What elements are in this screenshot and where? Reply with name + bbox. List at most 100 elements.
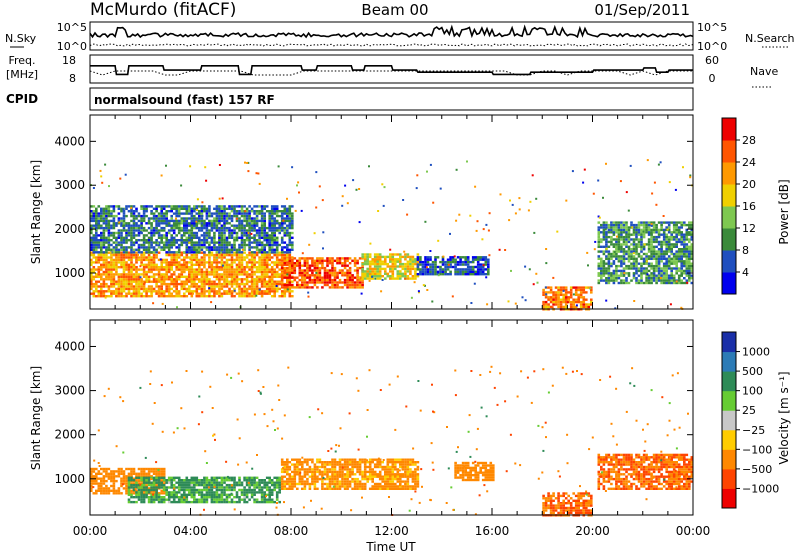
power-echo-cell — [600, 272, 603, 274]
power-echo-cell — [301, 274, 304, 276]
power-echo-cell — [434, 271, 437, 273]
power-echo-cell — [620, 265, 623, 267]
power-echo-cell — [115, 215, 118, 217]
power-echo-cell — [680, 270, 683, 272]
velocity-echo-cell — [130, 486, 133, 488]
power-echo-cell — [233, 273, 236, 275]
power-echo-cell — [650, 277, 653, 279]
power-echo-cell — [201, 278, 204, 280]
power-echo-cell — [477, 220, 479, 222]
power-echo-cell — [216, 210, 219, 212]
power-echo-cell — [125, 256, 128, 258]
power-echo-cell — [188, 242, 190, 244]
power-echo-cell — [191, 261, 194, 263]
power-echo-cell — [291, 262, 294, 264]
power-echo-cell — [143, 210, 146, 212]
power-echo-cell — [93, 276, 96, 278]
power-echo-cell — [95, 208, 98, 210]
velocity-echo-cell — [128, 482, 131, 484]
power-echo-cell — [138, 278, 141, 280]
power-echo-cell — [361, 253, 364, 255]
power-echo-cell — [186, 205, 189, 207]
power-echo-cell — [203, 271, 206, 273]
power-echo-cell — [341, 281, 344, 283]
power-echo-cell — [376, 270, 379, 272]
power-echo-cell — [158, 229, 161, 231]
power-echo-cell — [186, 232, 189, 234]
power-echo-cell — [181, 205, 184, 207]
power-echo-cell — [170, 244, 173, 246]
power-echo-cell — [125, 249, 128, 251]
power-echo-cell — [263, 276, 266, 278]
power-echo-cell — [311, 265, 314, 267]
power-echo-cell — [223, 225, 226, 227]
power-echo-cell — [183, 232, 186, 234]
power-echo-cell — [613, 234, 616, 236]
power-echo-cell — [603, 260, 606, 262]
power-echo-cell — [113, 281, 116, 283]
power-echo-cell — [276, 285, 278, 287]
power-echo-cell — [228, 281, 231, 283]
power-echo-cell — [660, 241, 663, 243]
power-echo-cell — [125, 222, 128, 224]
power-echo-cell — [103, 271, 106, 273]
power-echo-cell — [133, 264, 136, 266]
power-echo-cell — [183, 217, 186, 219]
power-echo-cell — [603, 263, 606, 265]
power-echo-cell — [485, 268, 488, 270]
power-echo-cell — [485, 224, 487, 226]
power-echo-cell — [130, 278, 133, 280]
power-echo-cell — [108, 225, 111, 227]
power-echo-cell — [266, 205, 269, 207]
power-echo-cell — [673, 253, 676, 255]
power-echo-cell — [369, 268, 372, 270]
power-echo-cell — [610, 226, 613, 228]
power-echo-cell — [178, 244, 181, 246]
power-echo-cell — [680, 275, 683, 277]
power-echo-cell — [103, 220, 106, 222]
power-echo-cell — [688, 265, 691, 267]
power-echo-cell — [103, 254, 106, 256]
power-echo-cell — [301, 279, 304, 281]
power-echo-cell — [608, 246, 611, 248]
power-echo-cell — [170, 251, 173, 253]
power-echo-cell — [284, 269, 287, 271]
power-echo-cell — [675, 238, 678, 240]
power-echo-cell — [562, 299, 565, 301]
power-echo-cell — [668, 250, 671, 252]
power-echo-cell — [165, 288, 168, 290]
power-echo-cell — [213, 293, 216, 295]
power-echo-cell — [243, 268, 246, 270]
power-echo-cell — [655, 258, 658, 260]
power-echo-cell — [284, 254, 287, 256]
power-echo-cell — [153, 266, 156, 268]
power-echo-cell — [140, 283, 143, 285]
power-echo-cell — [683, 282, 686, 284]
power-echo-cell — [201, 215, 203, 217]
power-echo-cell — [271, 249, 274, 251]
power-echo-cell — [135, 285, 138, 287]
power-echo-cell — [248, 281, 251, 283]
power-echo-cell — [238, 210, 241, 212]
power-echo-cell — [429, 266, 432, 268]
velocity-echo-cell — [165, 489, 168, 491]
power-echo-cell — [379, 270, 382, 272]
power-echo-cell — [567, 301, 569, 303]
power-echo-cell — [653, 231, 656, 233]
power-echo-cell — [605, 279, 608, 281]
power-echo-cell — [150, 264, 153, 266]
power-echo-cell — [618, 224, 621, 226]
power-echo-cell — [120, 241, 123, 243]
power-echo-cell — [545, 296, 548, 298]
power-echo-cell — [95, 237, 98, 239]
power-echo-cell — [211, 254, 214, 256]
power-echo-cell — [268, 271, 271, 273]
power-echo-cell — [158, 205, 161, 207]
velocity-echo-cell — [105, 480, 108, 482]
power-echo-cell — [261, 208, 264, 210]
power-echo-cell — [590, 299, 593, 301]
power-echo-cell — [268, 278, 271, 280]
power-echo-cell — [663, 275, 666, 277]
power-echo-cell — [640, 241, 643, 243]
power-echo-cell — [608, 270, 611, 272]
